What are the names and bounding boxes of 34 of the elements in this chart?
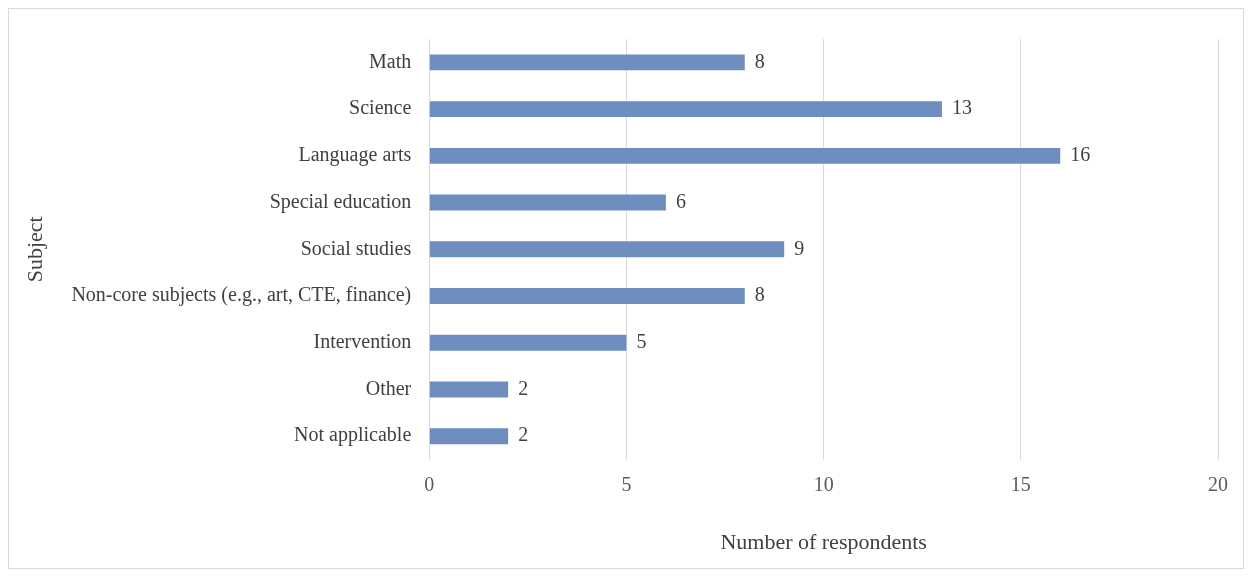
y-tick-label: Social studies (300, 236, 412, 259)
y-tick-label: Other (365, 376, 412, 399)
data-label: 13 (951, 96, 972, 119)
x-tick-label: 15 (1010, 472, 1031, 495)
y-tick-label: Non-core subjects (e.g., art, CTE, finance) (71, 283, 412, 307)
x-tick-label: 20 (1208, 472, 1228, 495)
x-tick-label: 10 (813, 472, 834, 495)
data-label: 2 (518, 423, 529, 446)
bar (429, 288, 745, 304)
data-label: 6 (675, 189, 686, 212)
data-label: 5 (636, 330, 647, 353)
x-axis-title: Number of respondents (720, 528, 927, 554)
y-tick-label: Special education (269, 189, 412, 213)
bar (429, 147, 1061, 164)
y-tick-label: Language arts (298, 143, 412, 167)
y-tick-label: Intervention (313, 330, 412, 353)
bar (429, 381, 509, 398)
bar (429, 101, 942, 118)
bar (429, 334, 627, 351)
data-label: 16 (1070, 143, 1091, 166)
y-tick-label: Not applicable (294, 423, 412, 447)
x-tick-label: 0 (424, 472, 435, 495)
bar (429, 194, 666, 211)
y-axis-title: Subject (21, 216, 47, 283)
bar (429, 428, 509, 445)
data-label: 8 (754, 49, 765, 72)
x-tick-label: 5 (621, 472, 632, 495)
data-label: 2 (518, 376, 529, 399)
y-tick-label: Math (369, 49, 412, 72)
bar (429, 54, 745, 71)
bar (429, 241, 785, 258)
data-label: 8 (754, 283, 765, 306)
data-label: 9 (794, 236, 805, 259)
y-tick-label: Science (349, 96, 412, 119)
